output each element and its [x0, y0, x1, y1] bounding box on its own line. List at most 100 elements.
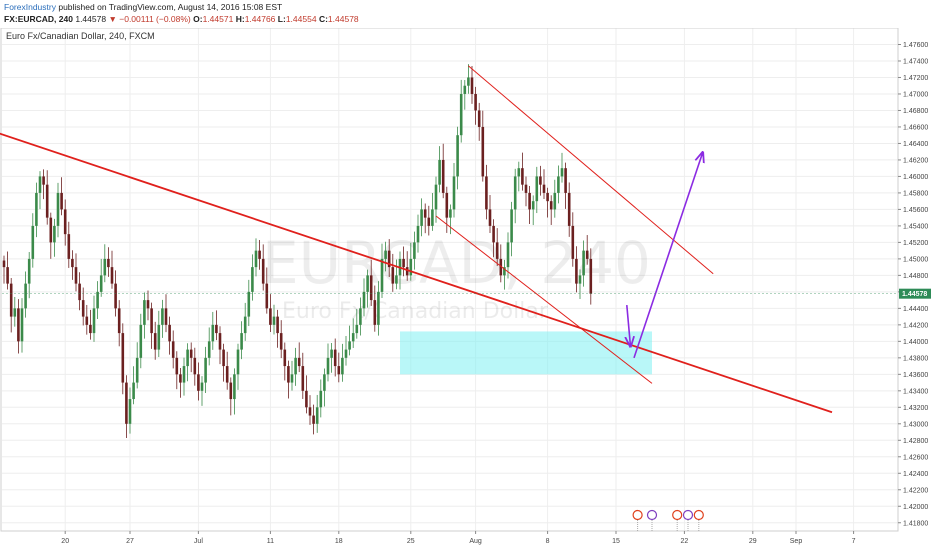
publish-info: ForexIndustry published on TradingView.c…: [4, 2, 282, 12]
y-tick-label: 1.43800: [903, 355, 928, 362]
candle-body: [431, 209, 434, 226]
candle-body: [467, 77, 470, 86]
candle-body: [391, 267, 395, 284]
candle-body: [233, 374, 236, 400]
candle-body: [38, 176, 42, 193]
candle-body: [89, 324, 92, 334]
chart-header: ForexIndustry published on TradingView.c…: [0, 0, 932, 28]
candle-body: [546, 192, 549, 202]
candle-body: [56, 192, 60, 226]
candle-body: [49, 217, 53, 243]
candle-body: [197, 374, 200, 391]
y-tick-label: 1.46800: [903, 108, 928, 115]
candle-body: [413, 242, 416, 259]
event-markers: [632, 509, 704, 531]
candle-body: [315, 407, 319, 424]
low-value: 1.44554: [285, 14, 317, 24]
candle-body: [330, 349, 333, 358]
x-tick-label: 11: [267, 538, 274, 545]
candle-body: [78, 283, 81, 301]
candle-body: [395, 275, 398, 284]
candle-body: [114, 283, 117, 309]
candle-body: [405, 267, 409, 276]
close-label: C:: [318, 14, 328, 24]
candle-body: [438, 159, 441, 185]
candle-body: [517, 168, 521, 177]
y-tick-label: 1.42200: [903, 487, 928, 494]
candle-body: [341, 357, 344, 375]
candle-body: [96, 291, 99, 309]
candle-body: [423, 209, 427, 218]
candle-body: [157, 324, 161, 350]
x-tick-label: Sep: [790, 538, 803, 545]
candle-body: [575, 258, 578, 284]
candle-body: [409, 258, 413, 276]
candle-body: [337, 366, 341, 375]
candle-body: [481, 126, 485, 177]
candle-body: [254, 250, 258, 268]
candle-body: [189, 349, 193, 358]
candle-body: [35, 192, 38, 226]
candle-body: [99, 275, 103, 292]
candle-body: [229, 382, 233, 400]
candle-body: [301, 366, 305, 391]
price-axis[interactable]: 1.47600 1.47400 1.47200 1.47000 1.46800 1.466…: [898, 42, 928, 527]
candle-body: [506, 242, 510, 268]
price-chart[interactable]: EURCAD, 240 Euro Fx/Canadian Dollar Euro…: [0, 28, 932, 550]
candle-body: [477, 110, 481, 127]
y-tick-label: 1.47600: [903, 42, 928, 49]
candle-body: [449, 209, 452, 218]
candle-body: [485, 176, 488, 210]
candle-body: [557, 176, 560, 193]
y-tick-label: 1.44400: [903, 306, 928, 313]
candle-body: [377, 291, 380, 325]
y-tick-label: 1.47200: [903, 75, 928, 82]
candle-body: [542, 184, 546, 193]
candle-body: [265, 283, 269, 309]
time-axis[interactable]: 20 27 Jul 11 18 25 Aug 8 15 22 29 Sep 7: [61, 531, 856, 545]
candle-body: [578, 275, 582, 284]
drawings: [0, 65, 833, 414]
candle-body: [24, 283, 27, 309]
candle-body: [71, 258, 74, 268]
candle-body: [589, 258, 593, 294]
calendar-event-icon: [646, 509, 658, 521]
last-price: 1.44578: [75, 14, 107, 24]
candle-body: [211, 324, 215, 342]
candle-body: [351, 333, 355, 342]
candle-body: [168, 324, 171, 342]
x-tick-label: 8: [546, 538, 550, 545]
x-tick-label: 27: [126, 538, 134, 545]
y-tick-label: 1.43000: [903, 421, 928, 428]
candle-body: [272, 316, 276, 325]
candle-body: [193, 357, 197, 375]
candle-body: [146, 300, 150, 309]
candle-body: [434, 184, 438, 210]
candle-body: [63, 209, 67, 235]
candle-body: [215, 324, 218, 334]
x-tick-label: 15: [612, 538, 620, 545]
candle-body: [31, 225, 35, 259]
last-price-label: 1.44578: [902, 291, 927, 298]
candle-body: [362, 291, 366, 309]
channel-upper: [468, 65, 714, 275]
candle-body: [269, 308, 272, 325]
candle-body: [528, 192, 531, 210]
channel-lower: [435, 215, 653, 384]
candle-body: [222, 349, 225, 367]
candle-body: [549, 201, 553, 210]
candle-body: [92, 308, 96, 334]
y-tick-label: 1.45000: [903, 256, 928, 263]
author-link[interactable]: ForexIndustry: [4, 2, 56, 12]
open-value: 1.44571: [202, 14, 234, 24]
candle-body: [60, 192, 63, 210]
high-value: 1.44766: [244, 14, 276, 24]
close-value: 1.44578: [327, 14, 359, 24]
candle-body: [128, 399, 132, 424]
candle-body: [521, 168, 524, 185]
candle-body: [564, 168, 567, 193]
candle-body: [553, 192, 557, 210]
chart-grid: [2, 28, 898, 531]
low-label: L:: [277, 14, 286, 24]
candle-body: [164, 308, 168, 325]
